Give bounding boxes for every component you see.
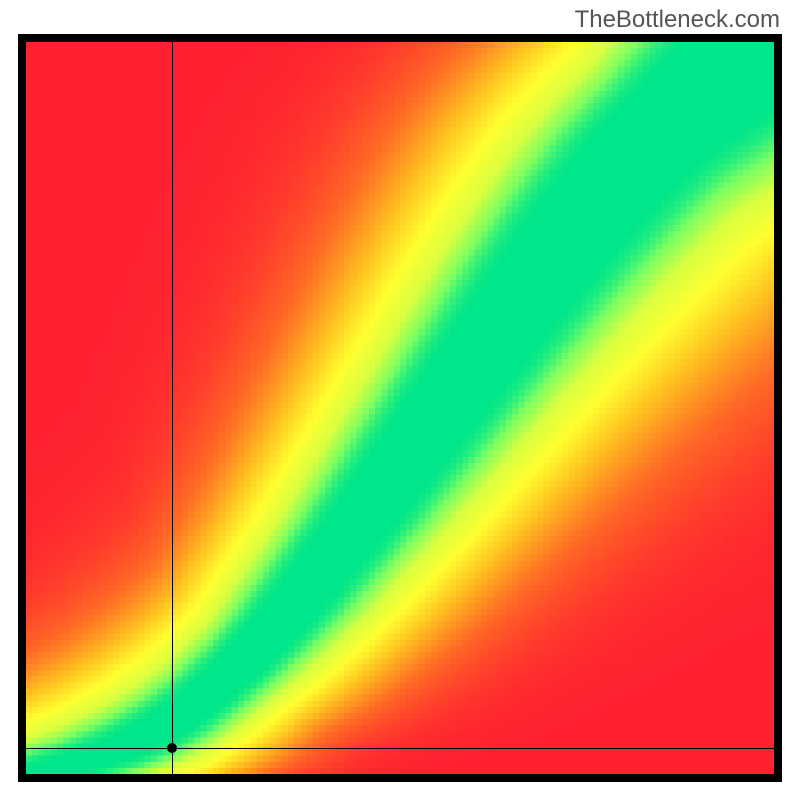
plot-area <box>26 42 774 774</box>
heatmap-canvas <box>26 42 774 774</box>
crosshair-horizontal <box>26 748 774 749</box>
watermark-text: TheBottleneck.com <box>575 6 780 34</box>
crosshair-vertical <box>172 42 173 774</box>
plot-frame <box>18 34 782 782</box>
root-container: TheBottleneck.com <box>0 0 800 800</box>
marker-dot <box>167 743 177 753</box>
